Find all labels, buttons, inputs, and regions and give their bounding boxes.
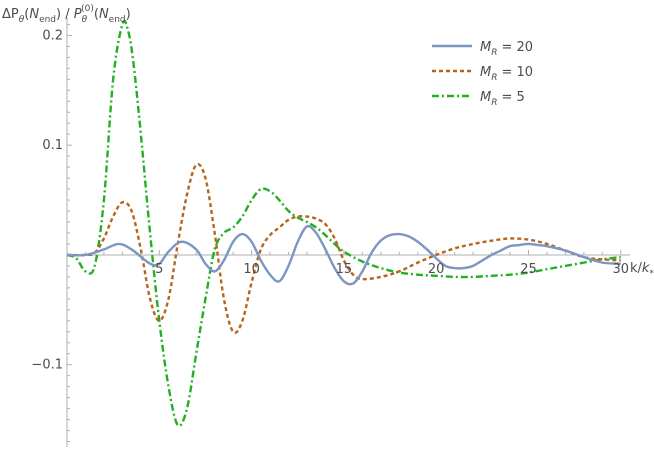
series-line-mr5 (66, 19, 621, 428)
legend-entry-mr20: MR = 20 (432, 40, 533, 58)
svg-text:MR= 10: MR = 10 (480, 65, 533, 83)
axes (66, 18, 630, 447)
x-tick-label: 20 (428, 262, 445, 277)
x-tick-label: 10 (243, 262, 260, 277)
x-tick-label: 15 (336, 262, 353, 277)
x-tick-label: 30 (612, 262, 629, 277)
y-tick-label: 0.2 (42, 28, 63, 43)
series-line-mr20 (66, 224, 621, 286)
legend-entry-mr5: MR = 5 (432, 90, 525, 108)
legend-entry-mr10: MR = 10 (432, 65, 533, 83)
svg-text:MR= 20: MR = 20 (480, 40, 533, 58)
series-layer (66, 19, 621, 428)
x-axis-label: k/k* (630, 261, 654, 279)
legend: MR = 20 MR = 10 MR = 5 (432, 40, 533, 108)
tick-labels: 5 10 15 20 25 30 −0.1 0.1 0.2 (31, 28, 629, 372)
series-line-mr10 (66, 163, 621, 334)
x-tick-label: 25 (520, 262, 537, 277)
y-axis-label: ΔPθ(Nend) / Pθ(0)(Nend) (2, 4, 131, 25)
x-tick-label: 5 (155, 262, 163, 277)
y-tick-label: 0.1 (42, 138, 63, 153)
svg-text:MR= 5: MR = 5 (480, 90, 525, 108)
y-tick-label: −0.1 (31, 358, 63, 373)
